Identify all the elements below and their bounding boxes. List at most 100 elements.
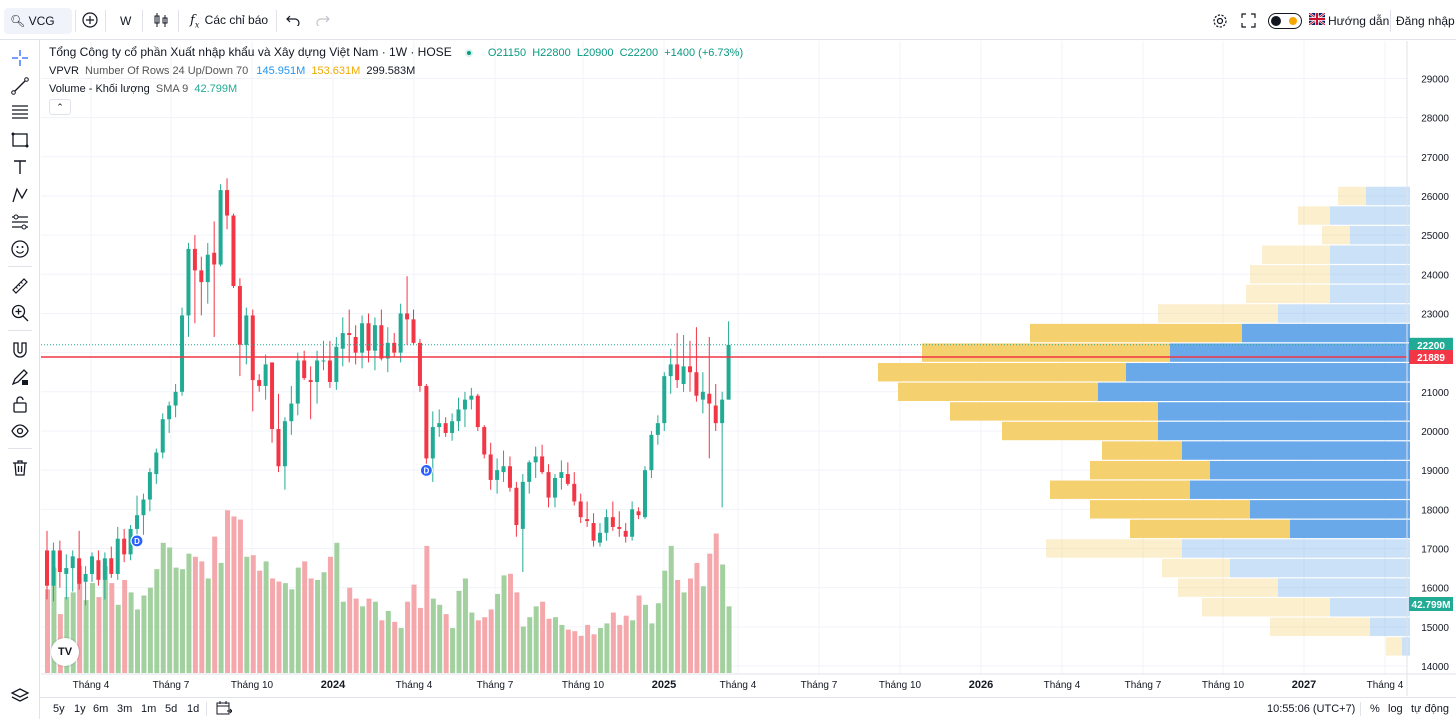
volume-bar (186, 553, 192, 673)
goto-date-calendar-icon[interactable] (216, 701, 234, 719)
tradingview-logo-icon[interactable]: TV (51, 638, 79, 666)
crosshair-icon[interactable] (10, 48, 30, 68)
last-price-tag-label: 22200 (1417, 341, 1445, 352)
emoji-icon[interactable] (10, 239, 30, 259)
volume-bar (257, 570, 263, 673)
volume-bar (173, 567, 179, 673)
time-axis-label: 2026 (969, 679, 993, 691)
percent-toggle[interactable]: % (1370, 703, 1380, 715)
vp-up-bar (1126, 363, 1410, 382)
volume-bar (96, 597, 102, 673)
candle-body (411, 319, 416, 343)
candle-body (700, 391, 705, 400)
pattern-icon[interactable] (10, 185, 30, 205)
range-1m[interactable]: 1m (141, 703, 157, 715)
candle-body (167, 405, 172, 420)
login-button[interactable]: Đăng nhập (1396, 14, 1455, 28)
candle-body (501, 466, 506, 473)
volume-bar (540, 601, 546, 673)
volume-label: Volume - Khối lượng (49, 83, 150, 95)
range-1y[interactable]: 1y (74, 703, 86, 715)
compare-add-icon[interactable] (82, 12, 98, 28)
legend-collapse-chevron-icon[interactable]: ⌃ (49, 99, 71, 115)
timezone-clock[interactable]: 10:55:06 (UTC+7) (1267, 703, 1356, 715)
redo-icon[interactable] (316, 14, 330, 26)
text-tool-icon[interactable] (10, 157, 30, 177)
symbol-search[interactable]: 🔍︎ VCG (4, 8, 72, 34)
price-chart[interactable]: D D 14000 15000 16000 17000 18000 19000 20000 210… (41, 41, 1456, 696)
log-toggle[interactable]: log (1388, 703, 1403, 715)
candle-body (192, 248, 197, 271)
range-5y[interactable]: 5y (53, 703, 65, 715)
undo-icon[interactable] (286, 14, 300, 26)
interval-button[interactable]: W (120, 14, 132, 28)
volume-bar (585, 624, 591, 673)
time-axis-label: Tháng 10 (879, 680, 922, 691)
legend-vpvr[interactable]: VPVR Number Of Rows 24 Up/Down 70 145.95… (49, 65, 415, 77)
vp-up-bar (1330, 245, 1410, 264)
guide-link[interactable]: Hướng dẫn (1328, 14, 1390, 28)
range-6m[interactable]: 6m (93, 703, 109, 715)
candle-body (77, 558, 82, 584)
eye-icon[interactable] (10, 421, 30, 441)
settings-gear-icon[interactable] (1212, 13, 1228, 29)
vp-up-bar (1170, 343, 1410, 362)
volume-bar (102, 566, 108, 673)
vp-down-bar (1002, 421, 1158, 441)
candle-body (668, 364, 673, 377)
candle-body (642, 470, 647, 518)
volume-bar (681, 592, 687, 673)
volume-bar (225, 510, 231, 673)
lock-icon[interactable] (10, 394, 30, 414)
ruler-icon[interactable] (10, 276, 30, 296)
magnet-icon[interactable] (10, 340, 30, 360)
volume-bar (315, 580, 321, 673)
candle-body (205, 254, 210, 283)
trash-icon[interactable] (10, 458, 30, 478)
rectangle-icon[interactable] (10, 130, 30, 150)
vp-down-bar (1262, 245, 1330, 264)
volume-bar (360, 606, 366, 673)
volume-bar (45, 589, 50, 673)
volume-bar (655, 603, 661, 673)
range-1d[interactable]: 1d (187, 703, 200, 715)
auto-scale-toggle[interactable]: tự động (1411, 703, 1449, 715)
candle-body (462, 399, 467, 410)
candle-body (443, 423, 448, 433)
volume-bar (700, 586, 706, 673)
time-axis-label: Tháng 4 (396, 680, 433, 691)
chart-type-candles-icon[interactable] (154, 12, 168, 28)
theme-toggle[interactable] (1268, 13, 1302, 29)
time-axis-label: Tháng 10 (562, 680, 605, 691)
price-axis-label: 15000 (1421, 623, 1449, 634)
fib-retracement-icon[interactable] (10, 102, 30, 122)
volume-bar (302, 561, 308, 673)
volume-bar (372, 601, 378, 673)
zoom-in-icon[interactable] (10, 303, 30, 323)
price-axis-label: 29000 (1421, 74, 1449, 85)
range-3m[interactable]: 3m (117, 703, 133, 715)
volume-bar (495, 593, 501, 673)
fullscreen-icon[interactable] (1241, 13, 1256, 28)
prediction-icon[interactable] (10, 212, 30, 232)
indicators-button[interactable]: fx Các chỉ báo (190, 13, 268, 30)
candle-body (340, 333, 345, 349)
volume-bar (610, 612, 616, 673)
volume-bar (122, 580, 128, 673)
range-5d[interactable]: 5d (165, 703, 178, 715)
candle-body (109, 558, 114, 574)
volume-bar (276, 581, 282, 673)
uk-flag-icon (1309, 13, 1325, 25)
vp-down-bar (1270, 617, 1370, 637)
legend-volume[interactable]: Volume - Khối lượng SMA 9 42.799M (49, 83, 237, 95)
volume-bar (385, 611, 391, 673)
candle-body (694, 372, 699, 396)
candle-body (257, 380, 262, 386)
trend-line-icon[interactable] (10, 76, 30, 96)
layers-icon[interactable] (10, 686, 30, 706)
draw-lock-pencil-icon[interactable] (10, 367, 30, 387)
volume-bar (135, 609, 141, 673)
volume-bar (630, 620, 636, 673)
candle-body (244, 315, 249, 345)
volume-bar (649, 623, 655, 673)
